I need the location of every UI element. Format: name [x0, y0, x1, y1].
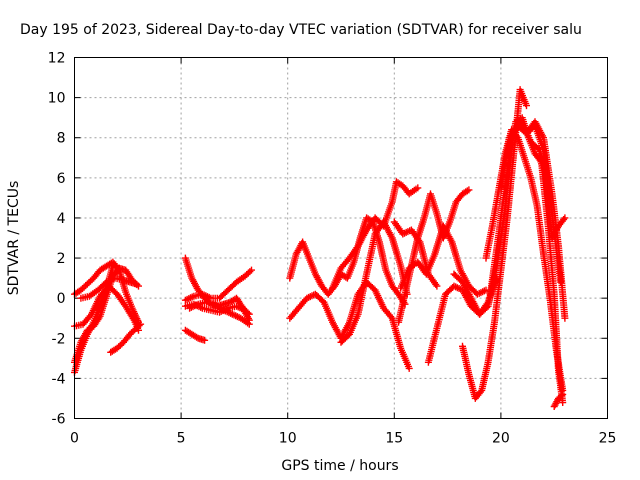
x-axis-label: GPS time / hours — [281, 458, 398, 474]
series-track-11 — [186, 298, 253, 328]
series-markers — [107, 320, 145, 356]
series-markers — [337, 218, 411, 346]
x-tick-label: 5 — [177, 431, 186, 447]
series-markers — [181, 266, 255, 304]
series-track-10 — [181, 326, 209, 344]
y-tick-label: -2 — [52, 331, 66, 347]
grid-lines — [74, 57, 608, 419]
series-markers — [77, 274, 140, 302]
series-markers — [486, 114, 567, 406]
y-tick-label: 8 — [57, 131, 66, 147]
y-tick-label: 6 — [57, 171, 66, 187]
series-track-6 — [107, 320, 145, 356]
y-tick-label: -6 — [52, 412, 66, 428]
y-tick-label: 4 — [57, 211, 66, 227]
series-track-26 — [535, 154, 569, 242]
x-tick-label: 25 — [599, 431, 617, 447]
y-axis-label: SDTVAR / TECUs — [6, 181, 22, 296]
series-track-23 — [486, 114, 567, 406]
series-track-15 — [337, 218, 411, 346]
y-tick-label: -4 — [52, 371, 66, 387]
series-markers — [550, 390, 567, 410]
series-track-13 — [286, 278, 413, 372]
series-track-5 — [77, 274, 140, 302]
y-tick-label: 10 — [48, 91, 66, 107]
x-axis-ticks: 0 5 10 15 20 25 — [70, 57, 617, 447]
x-tick-label: 20 — [492, 431, 510, 447]
series-track-8 — [181, 266, 255, 304]
series-markers — [181, 326, 209, 344]
y-axis-ticks: -6 -4 -2 0 2 4 6 8 10 12 — [48, 51, 608, 428]
series-markers — [390, 218, 441, 290]
series-markers — [186, 298, 253, 328]
x-tick-label: 0 — [70, 431, 79, 447]
chart-title: Day 195 of 2023, Sidereal Day-to-day VTE… — [20, 22, 582, 38]
y-tick-label: 0 — [57, 291, 66, 307]
data-points — [71, 86, 569, 410]
y-tick-label: 2 — [57, 251, 66, 267]
series-markers — [535, 154, 569, 242]
y-tick-label: 12 — [48, 51, 66, 67]
series-markers — [286, 278, 413, 372]
series-track-18 — [390, 218, 441, 290]
series-track-27 — [550, 390, 567, 410]
plot-frame — [74, 57, 608, 419]
x-tick-label: 15 — [385, 431, 403, 447]
x-tick-label: 10 — [279, 431, 297, 447]
